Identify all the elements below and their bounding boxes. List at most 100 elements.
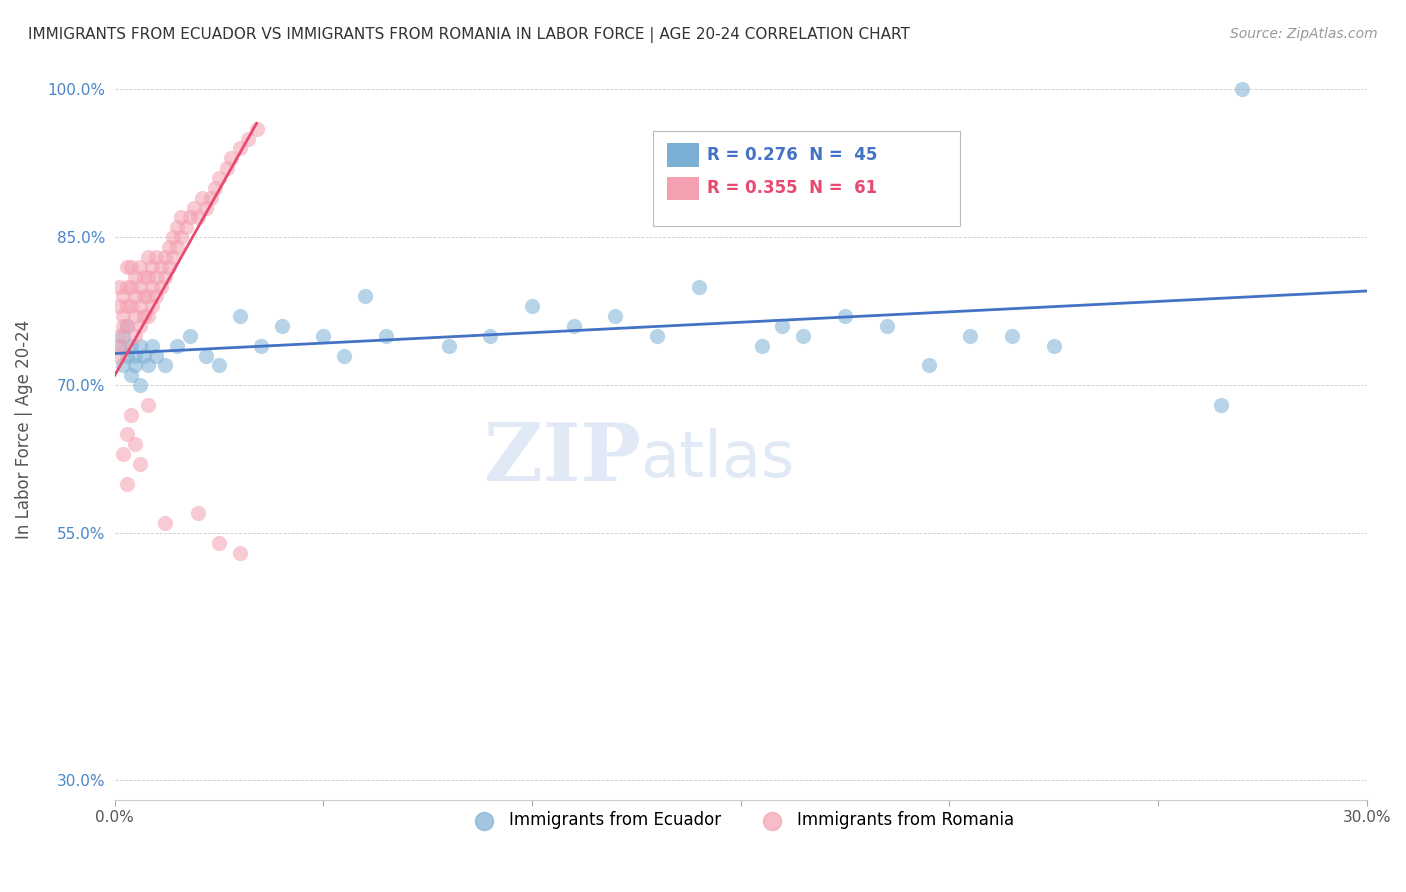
Point [605, 309, 627, 323]
Point [145, 250, 167, 264]
Point [208, 536, 231, 550]
Point [917, 359, 939, 373]
Point [136, 359, 159, 373]
FancyBboxPatch shape [652, 131, 960, 226]
Point [183, 201, 205, 215]
Text: IMMIGRANTS FROM ECUADOR VS IMMIGRANTS FROM ROMANIA IN LABOR FORCE | AGE 20-24 CO: IMMIGRANTS FROM ECUADOR VS IMMIGRANTS FR… [28, 27, 910, 43]
Text: Source: ZipAtlas.com: Source: ZipAtlas.com [1230, 27, 1378, 41]
Point [128, 339, 150, 353]
Point [107, 279, 129, 293]
Point [145, 289, 167, 303]
Point [162, 250, 184, 264]
Point [128, 378, 150, 392]
Point [208, 171, 231, 186]
Point [792, 328, 814, 343]
Point [120, 408, 142, 422]
Point [179, 328, 201, 343]
Point [166, 240, 188, 254]
Point [834, 309, 856, 323]
FancyBboxPatch shape [666, 177, 699, 200]
Point [238, 131, 260, 145]
Point [876, 318, 898, 333]
FancyBboxPatch shape [666, 144, 699, 167]
Point [312, 328, 335, 343]
Point [170, 211, 193, 225]
Point [204, 181, 226, 195]
Point [107, 328, 129, 343]
Point [153, 359, 176, 373]
Point [107, 299, 129, 313]
Point [770, 318, 793, 333]
Point [115, 476, 138, 491]
Point [111, 359, 134, 373]
Point [132, 269, 155, 284]
Point [562, 318, 585, 333]
Point [136, 289, 159, 303]
Y-axis label: In Labor Force | Age 20-24: In Labor Force | Age 20-24 [15, 320, 32, 539]
Text: atlas: atlas [641, 428, 794, 491]
Point [141, 339, 163, 353]
Point [187, 507, 209, 521]
Point [128, 299, 150, 313]
Point [162, 230, 184, 244]
Point [107, 339, 129, 353]
Point [1209, 398, 1232, 412]
Point [115, 299, 138, 313]
Point [166, 339, 188, 353]
Point [645, 328, 668, 343]
Point [136, 398, 159, 412]
Point [111, 309, 134, 323]
Point [124, 349, 146, 363]
Point [115, 318, 138, 333]
Point [124, 328, 146, 343]
Point [120, 299, 142, 313]
Point [128, 318, 150, 333]
Point [124, 309, 146, 323]
Point [191, 191, 214, 205]
Point [115, 318, 138, 333]
Point [170, 230, 193, 244]
Point [141, 299, 163, 313]
Point [249, 339, 271, 353]
Point [208, 359, 231, 373]
Point [437, 339, 460, 353]
Text: ZIP: ZIP [484, 420, 641, 498]
Point [354, 289, 377, 303]
Point [229, 141, 252, 155]
Point [179, 211, 201, 225]
Point [145, 349, 167, 363]
Point [120, 279, 142, 293]
Point [195, 349, 218, 363]
Point [166, 220, 188, 235]
Point [221, 151, 243, 165]
Point [120, 368, 142, 383]
Point [333, 349, 356, 363]
Point [132, 349, 155, 363]
Point [1042, 339, 1064, 353]
Point [141, 279, 163, 293]
Point [149, 260, 172, 274]
Point [128, 457, 150, 471]
Point [124, 437, 146, 451]
Point [132, 289, 155, 303]
Point [229, 546, 252, 560]
Point [132, 309, 155, 323]
Point [245, 121, 267, 136]
Point [107, 349, 129, 363]
Point [124, 269, 146, 284]
Point [217, 161, 239, 175]
Point [111, 447, 134, 461]
Point [120, 260, 142, 274]
Point [1001, 328, 1024, 343]
Point [115, 260, 138, 274]
Text: R = 0.276  N =  45: R = 0.276 N = 45 [707, 146, 877, 164]
Legend: Immigrants from Ecuador, Immigrants from Romania: Immigrants from Ecuador, Immigrants from… [461, 805, 1021, 836]
Point [195, 201, 218, 215]
Point [200, 191, 222, 205]
Point [688, 279, 710, 293]
Point [157, 260, 180, 274]
Point [149, 279, 172, 293]
Point [751, 339, 773, 353]
Point [111, 339, 134, 353]
Point [124, 289, 146, 303]
